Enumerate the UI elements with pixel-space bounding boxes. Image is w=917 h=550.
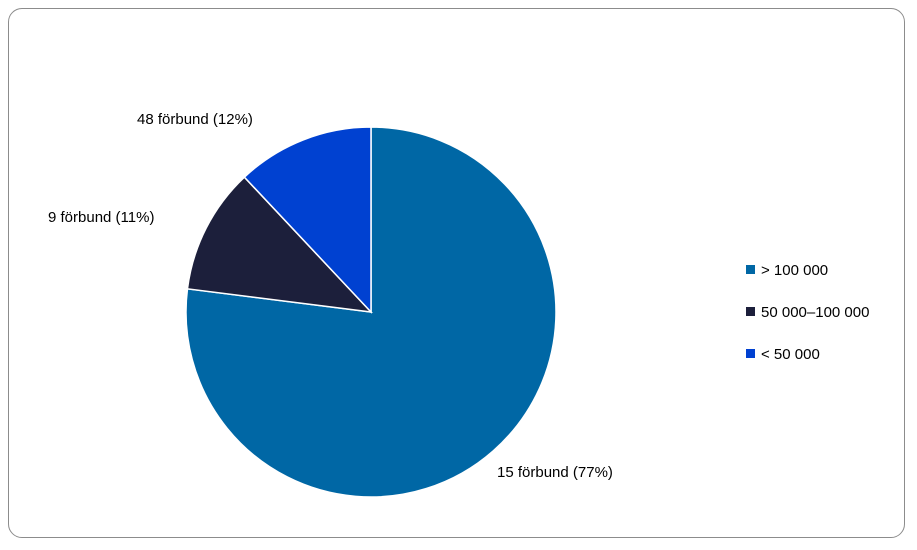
legend-swatch-50000-100000 [746,307,755,316]
legend-swatch-under-50000 [746,349,755,358]
slice-label-50000-100000: 9 förbund (11%) [48,209,154,226]
pie-slice-50000-100000 [186,176,373,314]
legend-label-over-100000: > 100 000 [761,262,828,279]
slice-label-over-100000: 15 förbund (77%) [497,464,613,481]
pie-slices [185,126,557,498]
legend: > 100 000 50 000–100 000 < 50 000 [746,262,869,363]
legend-label-50000-100000: 50 000–100 000 [761,304,869,321]
pie-slice-under-50000 [243,126,372,314]
pie-slice-over-100000 [185,126,557,498]
slice-label-under-50000: 48 förbund (12%) [137,111,253,128]
legend-swatch-over-100000 [746,265,755,274]
legend-label-under-50000: < 50 000 [761,346,820,363]
